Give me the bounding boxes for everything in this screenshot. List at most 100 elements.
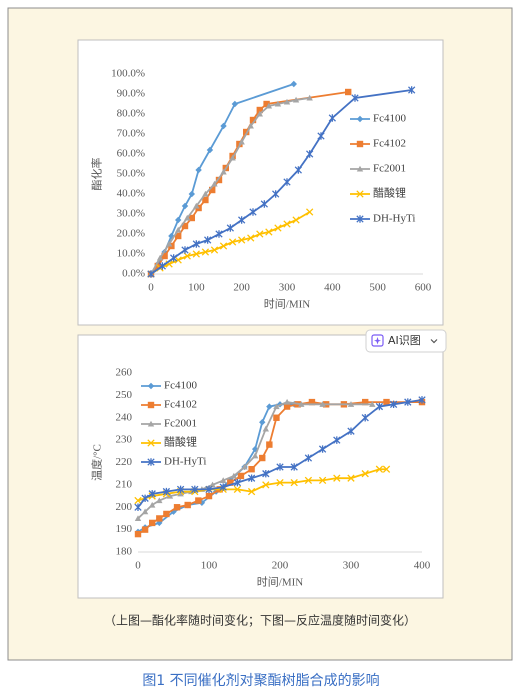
marker [361, 414, 369, 422]
marker [205, 485, 213, 494]
marker [149, 519, 156, 527]
marker [141, 508, 149, 515]
marker [183, 252, 191, 260]
marker [256, 106, 263, 114]
y-tick-label: 10.0% [117, 248, 145, 260]
marker [256, 110, 263, 117]
y-tick-label: 30.0% [117, 208, 145, 220]
marker [283, 403, 291, 410]
x-tick-label: 600 [415, 282, 432, 294]
legend-label: Fc2001 [373, 163, 406, 175]
marker [274, 224, 282, 232]
figure-caption: 图1 不同催化剂对聚酯树脂合成的影响 [142, 673, 379, 689]
y-tick-label: 40.0% [117, 188, 145, 200]
chart-panel [77, 39, 444, 326]
marker [347, 427, 355, 435]
legend-marker [147, 420, 155, 427]
x-axis-title: 时间/MIN [264, 298, 310, 311]
marker [195, 166, 202, 174]
marker [274, 100, 282, 107]
marker [304, 476, 313, 485]
y-tick-label: 230 [116, 434, 133, 446]
series-line [137, 401, 373, 520]
marker [202, 196, 209, 204]
marker [204, 236, 212, 244]
marker [201, 248, 210, 256]
ai-button[interactable]: AI识图 [365, 329, 447, 353]
marker [266, 441, 273, 448]
x-tick-label: 200 [272, 560, 289, 572]
marker [247, 487, 256, 496]
x-tick-label: 0 [135, 560, 141, 572]
marker [191, 485, 199, 494]
marker [165, 240, 173, 247]
marker [256, 230, 264, 238]
marker [209, 481, 216, 488]
marker [362, 398, 369, 406]
button-icon [371, 334, 384, 347]
marker [347, 474, 355, 482]
marker [233, 478, 242, 487]
marker [237, 472, 245, 480]
marker [241, 463, 248, 470]
marker [247, 122, 254, 129]
marker [247, 234, 255, 242]
marker [351, 94, 359, 102]
marker [328, 114, 336, 122]
y-tick-label: 180 [116, 546, 133, 558]
marker [219, 242, 228, 250]
marker [166, 492, 174, 499]
y-tick-label: 210 [116, 478, 133, 490]
marker [238, 216, 246, 224]
legend-marker [356, 190, 364, 198]
marker [294, 166, 302, 174]
marker [318, 476, 327, 485]
button-icon [374, 337, 381, 345]
marker [226, 224, 234, 232]
y-axis-title: 温度/°C [90, 444, 104, 481]
y-tick-label: 50.0% [117, 168, 145, 180]
marker [383, 398, 390, 406]
legend-marker [356, 165, 364, 172]
marker [192, 250, 200, 258]
marker [220, 477, 227, 483]
legend-label: Fc2001 [164, 418, 197, 430]
marker [175, 216, 182, 224]
marker [195, 497, 202, 504]
marker [306, 94, 313, 101]
legend-label: Fc4100 [164, 380, 198, 392]
y-tick-label: 260 [116, 367, 133, 379]
marker [290, 478, 298, 487]
x-tick-label: 400 [324, 282, 341, 294]
marker [156, 497, 163, 504]
marker [248, 466, 255, 473]
marker [262, 481, 270, 489]
marker [228, 238, 237, 246]
marker [404, 398, 412, 406]
button-frame[interactable] [365, 329, 447, 353]
marker [211, 180, 218, 187]
marker [333, 474, 341, 482]
y-tick-label: 240 [116, 411, 133, 423]
y-tick-label: 190 [116, 523, 133, 535]
marker [345, 88, 352, 96]
chart-panel [77, 334, 444, 599]
marker [209, 186, 216, 194]
legend-marker [147, 458, 155, 466]
marker [283, 220, 291, 228]
x-tick-label: 500 [369, 282, 386, 294]
marker [375, 402, 384, 411]
button-label[interactable]: AI识图 [388, 334, 421, 347]
marker [177, 490, 184, 497]
marker [181, 202, 189, 210]
x-tick-label: 100 [201, 560, 218, 572]
legend-marker [147, 382, 155, 390]
marker [134, 530, 142, 538]
y-tick-label: 20.0% [117, 228, 145, 240]
marker [249, 116, 257, 124]
legend-label: Fc4102 [373, 138, 406, 150]
marker [290, 80, 297, 88]
marker [170, 254, 178, 262]
marker [260, 200, 268, 208]
